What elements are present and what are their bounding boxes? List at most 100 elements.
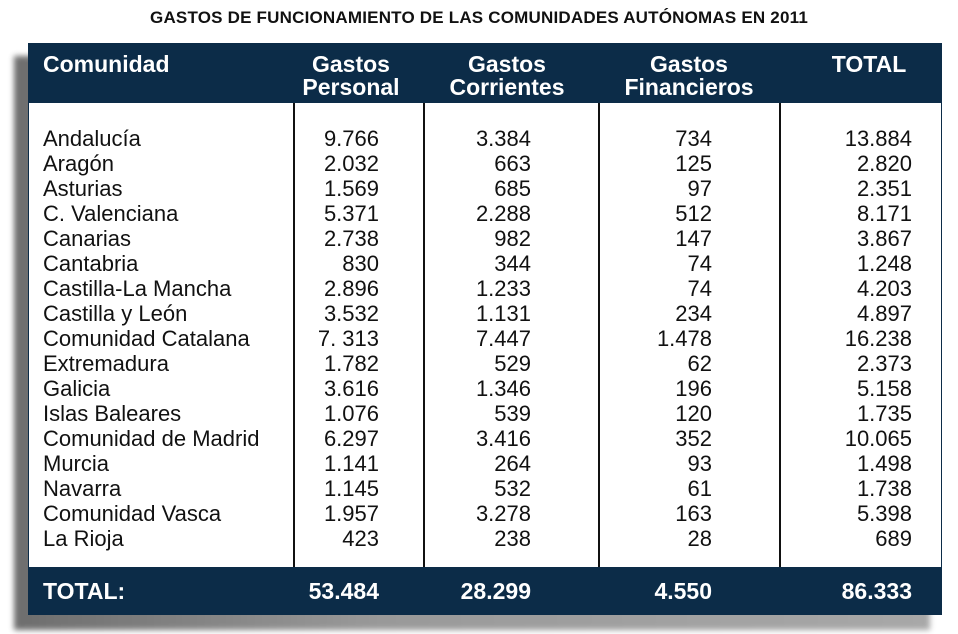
column-divider [598, 103, 600, 570]
table-row: Castilla y León 3.532 1.131 234 4.897 [29, 301, 941, 326]
cell-personal: 1.141 [323, 451, 379, 476]
cell-corrientes: 238 [494, 526, 531, 551]
cell-personal: 1.076 [323, 401, 379, 426]
table-row: Extremadura 1.782 529 62 2.373 [29, 351, 941, 376]
table-footer-total: TOTAL: 53.484 28.299 4.550 86.333 [29, 567, 941, 614]
table-title: GASTOS DE FUNCIONAMIENTO DE LAS COMUNIDA… [150, 8, 808, 27]
cell-corrientes: 1.131 [475, 301, 531, 326]
cell-comunidad: Aragón [43, 151, 114, 176]
cell-financieros: 93 [687, 451, 712, 476]
cell-comunidad: Asturias [43, 176, 123, 201]
cell-corrientes: 1.346 [475, 376, 531, 401]
table-row: Murcia 1.141 264 93 1.498 [29, 451, 941, 476]
cell-total: 5.398 [856, 501, 912, 526]
cell-financieros: 120 [675, 401, 712, 426]
cell-corrientes: 1.233 [475, 276, 531, 301]
cell-personal: 1.569 [323, 176, 379, 201]
cell-comunidad: La Rioja [43, 526, 124, 551]
table-row: Comunidad Catalana 7. 313 7.447 1.478 16.238 [29, 326, 941, 351]
cell-total: 13.884 [844, 126, 912, 151]
table-row: Comunidad de Madrid 6.297 3.416 352 10.065 [29, 426, 941, 451]
cell-total: 16.238 [844, 326, 912, 351]
cell-comunidad: Islas Baleares [43, 401, 182, 426]
cell-financieros: 352 [675, 426, 712, 451]
table-row: Asturias 1.569 685 97 2.351 [29, 176, 941, 201]
cell-corrientes: 529 [494, 351, 531, 376]
cell-total: 2.373 [856, 351, 912, 376]
cell-financieros: 97 [687, 176, 712, 201]
cell-corrientes: 3.278 [475, 501, 531, 526]
header-comunidad: Comunidad [43, 51, 170, 77]
cell-financieros: 734 [675, 126, 712, 151]
header-line: Gastos [468, 51, 546, 77]
expenses-table: Comunidad Gastos Personal Gastos Corriente… [28, 43, 942, 615]
cell-personal: 3.616 [323, 376, 379, 401]
cell-personal: 6.297 [323, 426, 379, 451]
cell-corrientes: 663 [494, 151, 531, 176]
header-total: TOTAL [831, 51, 907, 77]
table-row: Castilla-La Mancha 2.896 1.233 74 4.203 [29, 276, 941, 301]
cell-financieros: 61 [687, 476, 712, 501]
cell-comunidad: Extremadura [43, 351, 169, 376]
cell-total: 1.738 [856, 476, 912, 501]
cell-personal: 2.032 [323, 151, 379, 176]
cell-personal: 423 [342, 526, 379, 551]
header-line: Gastos [312, 51, 390, 77]
header-gastos-personal: Gastos Personal [291, 53, 411, 99]
footer-corrientes: 28.299 [460, 578, 531, 604]
cell-financieros: 62 [687, 351, 712, 376]
table-row: Canarias 2.738 982 147 3.867 [29, 226, 941, 251]
cell-comunidad: Murcia [43, 451, 110, 476]
cell-total: 1.498 [856, 451, 912, 476]
cell-financieros: 234 [675, 301, 712, 326]
cell-total: 5.158 [856, 376, 912, 401]
cell-comunidad: Comunidad de Madrid [43, 426, 260, 451]
header-gastos-corrientes: Gastos Corrientes [433, 53, 581, 99]
header-line: Personal [302, 74, 400, 100]
cell-comunidad: Castilla-La Mancha [43, 276, 232, 301]
cell-financieros: 512 [675, 201, 712, 226]
table-row: La Rioja 423 238 28 689 [29, 526, 941, 551]
cell-personal: 5.371 [323, 201, 379, 226]
cell-corrientes: 3.384 [475, 126, 531, 151]
cell-financieros: 1.478 [656, 326, 712, 351]
cell-total: 689 [875, 526, 912, 551]
header-line: Corrientes [449, 74, 565, 100]
cell-total: 3.867 [856, 226, 912, 251]
cell-comunidad: Cantabria [43, 251, 139, 276]
cell-personal: 1.145 [323, 476, 379, 501]
cell-corrientes: 2.288 [475, 201, 531, 226]
header-line: Financieros [624, 74, 754, 100]
cell-total: 1.248 [856, 251, 912, 276]
footer-total: 86.333 [841, 578, 912, 604]
cell-comunidad: Comunidad Vasca [43, 501, 222, 526]
cell-financieros: 74 [687, 251, 712, 276]
cell-comunidad: Castilla y León [43, 301, 188, 326]
cell-corrientes: 539 [494, 401, 531, 426]
table-header: Comunidad Gastos Personal Gastos Corriente… [29, 44, 941, 103]
cell-financieros: 125 [675, 151, 712, 176]
header-gastos-financieros: Gastos Financieros [609, 53, 769, 99]
cell-financieros: 74 [687, 276, 712, 301]
cell-personal: 7. 313 [317, 326, 379, 351]
cell-financieros: 28 [687, 526, 712, 551]
column-divider [423, 103, 425, 570]
footer-financieros: 4.550 [654, 578, 712, 604]
cell-corrientes: 264 [494, 451, 531, 476]
table-row: Galicia 3.616 1.346 196 5.158 [29, 376, 941, 401]
table-row: Comunidad Vasca 1.957 3.278 163 5.398 [29, 501, 941, 526]
table-row: C. Valenciana 5.371 2.288 512 8.171 [29, 201, 941, 226]
cell-comunidad: Galicia [43, 376, 111, 401]
cell-corrientes: 344 [494, 251, 531, 276]
cell-comunidad: Canarias [43, 226, 132, 251]
table-row: Navarra 1.145 532 61 1.738 [29, 476, 941, 501]
footer-personal: 53.484 [308, 578, 379, 604]
cell-total: 1.735 [856, 401, 912, 426]
cell-total: 8.171 [856, 201, 912, 226]
table-row: Islas Baleares 1.076 539 120 1.735 [29, 401, 941, 426]
cell-total: 4.897 [856, 301, 912, 326]
cell-personal: 3.532 [323, 301, 379, 326]
table-row: Cantabria 830 344 74 1.248 [29, 251, 941, 276]
cell-financieros: 196 [675, 376, 712, 401]
table-row: Aragón 2.032 663 125 2.820 [29, 151, 941, 176]
